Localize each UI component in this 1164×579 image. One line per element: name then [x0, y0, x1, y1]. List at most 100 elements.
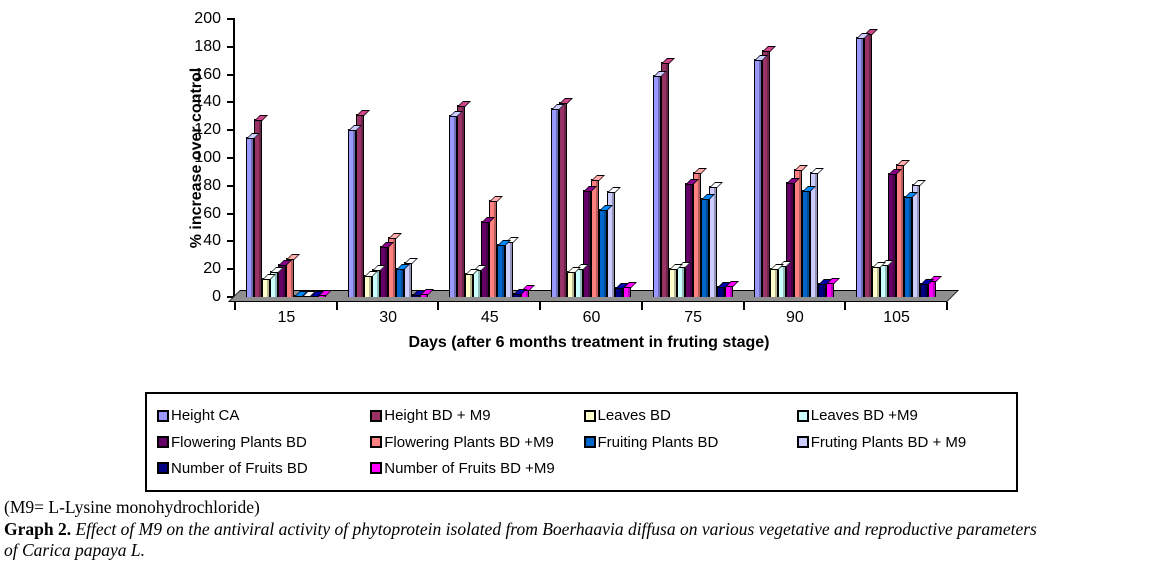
bar-height-bd-m9 [864, 28, 879, 297]
bar-number-of-fruits-bd-m9 [623, 281, 638, 297]
bar-fruiting-plants-bd [802, 186, 817, 297]
y-tick-mark [227, 240, 235, 243]
x-axis-title: Days (after 6 months treatment in frutin… [408, 334, 770, 351]
legend-swatch [370, 462, 383, 475]
legend-item-fruiting-plants-bd: Fruiting Plants BD [583, 434, 797, 451]
legend-item-height-ca: Height CA [157, 407, 370, 424]
legend-label: Height BD + M9 [384, 407, 491, 425]
legend-label: Number of Fruits BD [171, 459, 308, 477]
bar-group-15 [235, 19, 337, 297]
bar-flowering-plants-bd-m9 [489, 195, 504, 297]
caption: (M9= L-Lysine monohydrochloride) Graph 2… [4, 497, 1162, 562]
bar-number-of-fruits-bd [818, 279, 833, 297]
y-tick-label: 100 [194, 149, 221, 166]
x-tick-mark [234, 302, 236, 310]
plot-area: 0 20 40 60 80 100 120 140 160 180 200 15 30 45 60 75 90… [194, 10, 959, 326]
y-tick-label: 120 [194, 121, 221, 139]
y-tick-label: 160 [194, 65, 221, 83]
bar-number-of-fruits-bd [615, 283, 630, 297]
bar-flowering-plants-bd [277, 259, 292, 297]
bar-height-ca [652, 70, 667, 297]
bar-height-bd-m9 [559, 98, 574, 297]
bar-fruting-plants-bd-m9 [912, 180, 927, 297]
caption-title-line: Graph 2. Effect of M9 on the antiviral a… [4, 519, 1162, 541]
legend-label: Leaves BD +M9 [810, 407, 918, 425]
bar-group-75 [642, 19, 744, 297]
bar-top-face [762, 45, 777, 52]
bar-flowering-plants-bd-m9 [692, 167, 707, 297]
bar-fruting-plants-bd-m9 [708, 181, 723, 297]
legend-item-number-of-fruits-bd-m9: Number of Fruits BD +M9 [370, 460, 583, 477]
bar-height-ca [449, 110, 464, 297]
bar-height-bd-m9 [762, 45, 777, 297]
y-axis: 0 20 40 60 80 100 120 140 160 180 200 [153, 10, 235, 305]
caption-graph-label: Graph 2. [4, 518, 72, 539]
bar-number-of-fruits-bd [411, 290, 426, 297]
bar-height-bd-m9 [457, 101, 472, 297]
bar-fruiting-plants-bd [497, 240, 512, 297]
bar-top-face [692, 167, 707, 174]
bar-top-face [387, 233, 402, 240]
bar-flowering-plants-bd [888, 169, 903, 297]
bar-leaves-bd-m9 [676, 262, 691, 297]
legend-label: Flowering Plants BD +M9 [384, 433, 554, 451]
bar-number-of-fruits-bd [716, 281, 731, 297]
bar-fruiting-plants-bd [904, 191, 919, 297]
bar-flowering-plants-bd [379, 241, 394, 297]
y-tick-label: 140 [194, 93, 221, 111]
bar-top-face [794, 165, 809, 172]
legend-item-height-bd-m9: Height BD + M9 [370, 407, 583, 424]
bar-leaves-bd [567, 266, 582, 297]
caption-note: (M9= L-Lysine monohydrochloride) [4, 497, 260, 517]
bar-fruiting-plants-bd [395, 263, 410, 297]
x-tick-mark [844, 302, 847, 310]
bar-group-90 [744, 19, 846, 297]
legend-label: Fruting Plants BD + M9 [810, 433, 967, 451]
bar-fruting-plants-bd-m9 [810, 167, 825, 297]
x-tick-mark [742, 302, 745, 310]
y-tick-mark [227, 212, 235, 215]
legend-swatch [370, 436, 383, 448]
y-tick-label: 80 [203, 176, 221, 194]
y-tick-label: 40 [203, 232, 221, 250]
bar-height-ca [856, 33, 871, 297]
x-tick-mark [539, 302, 542, 310]
y-tick-mark [227, 101, 235, 104]
bar-leaves-bd [770, 263, 785, 297]
bar-group-30 [337, 19, 439, 297]
y-tick-mark [227, 157, 235, 159]
bar-height-ca [347, 124, 362, 297]
bar-top-face [457, 101, 472, 108]
caption-body-line2: of Carica papaya L. [4, 540, 145, 561]
x-tick-label: 45 [480, 309, 499, 326]
bar-leaves-bd [465, 269, 480, 297]
bar-number-of-fruits-bd [513, 288, 528, 297]
x-tick-mark [437, 302, 440, 310]
legend-swatch [157, 409, 169, 422]
bar-group-105 [845, 19, 947, 297]
bar-group-60 [540, 19, 642, 297]
legend-item-leaves-bd: Leaves BD [583, 407, 797, 425]
bar-leaves-bd [872, 262, 887, 297]
bar-groups [235, 19, 947, 297]
legend-label: Leaves BD [597, 407, 671, 425]
y-tick-mark [227, 45, 235, 48]
bar-number-of-fruits-bd-m9 [826, 277, 841, 297]
legend-swatch [157, 462, 169, 475]
bar-fruting-plants-bd-m9 [403, 258, 418, 297]
bar-height-ca [754, 55, 769, 297]
bar-flowering-plants-bd [786, 177, 801, 297]
bar-flowering-plants-bd-m9 [387, 233, 402, 297]
x-tick-mark [640, 302, 643, 310]
legend-item-fruting-plants-bd-m9: Fruting Plants BD + M9 [796, 433, 1010, 451]
bar-leaves-bd [668, 263, 683, 297]
y-tick-mark [227, 18, 235, 20]
x-tick-label: 60 [582, 309, 601, 326]
bar-leaves-bd-m9 [371, 265, 386, 297]
x-tick-label: 105 [883, 309, 910, 326]
bar-top-face [355, 109, 370, 116]
y-tick-label: 0 [212, 288, 221, 305]
bar-flowering-plants-bd-m9 [896, 159, 911, 297]
bar-top-face [591, 174, 606, 181]
bar-flowering-plants-bd-m9 [285, 254, 300, 297]
